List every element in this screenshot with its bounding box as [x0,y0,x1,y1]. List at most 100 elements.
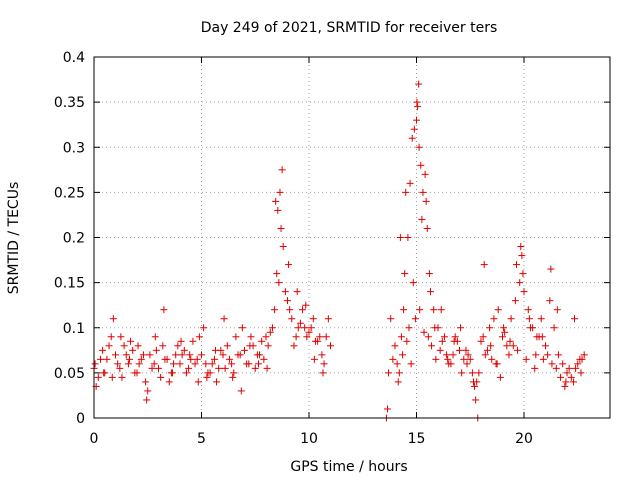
data-point [414,103,422,111]
data-point [316,333,324,341]
data-point [303,333,311,341]
data-point [96,355,104,363]
data-point [505,351,513,359]
y-tick-label: 0.35 [54,95,85,111]
data-point [572,364,580,372]
data-point [301,324,309,332]
data-point [519,270,527,278]
data-point [418,215,426,223]
data-point [538,333,546,341]
data-point [305,328,313,336]
data-point [413,98,421,106]
data-point [161,355,169,363]
data-point [481,351,489,359]
data-point [531,364,539,372]
data-point [437,306,445,314]
data-point [198,351,205,359]
data-point [322,333,330,341]
axis-ticks: 0 0.05 0.1 0.15 0.2 0.25 0.3 0.35 0.4 0 5 10 15 20 [54,50,610,447]
data-point [500,324,508,332]
y-tick-label: 0.15 [54,276,85,292]
data-point [567,373,575,381]
data-point [468,369,476,377]
data-point [526,324,534,332]
data-point [431,324,439,332]
data-point [501,328,509,336]
data-point [406,179,414,187]
data-point [273,270,281,278]
data-point [262,333,270,341]
data-point [254,360,262,368]
data-point [200,324,208,332]
data-point [507,315,515,323]
data-point [416,306,424,314]
data-point [168,369,176,377]
data-point [417,161,425,169]
y-tick-label: 0.2 [63,231,85,247]
data-point [544,351,552,359]
data-point [327,342,334,350]
data-point [548,360,556,368]
data-point [413,116,420,124]
data-point [409,279,417,287]
data-point [124,360,132,368]
data-point [208,360,216,368]
data-point [211,346,219,354]
data-point [554,351,562,359]
y-axis-label: SRMTID / TECUs [6,182,22,295]
data-point [131,369,139,377]
data-point [411,315,419,323]
chart-title: Day 249 of 2021, SRMTID for receiver ter… [201,20,498,36]
data-point [159,342,167,350]
data-point [396,234,404,241]
data-point [180,346,188,354]
data-point [194,378,202,386]
data-point [401,270,409,278]
data-point [469,378,477,386]
data-point [432,355,440,363]
data-point [94,373,102,381]
data-point [561,382,569,390]
data-point [509,342,517,350]
data-point [577,369,585,377]
data-point [157,373,165,381]
data-point [278,166,286,174]
data-point [272,197,280,205]
data-point [139,351,147,359]
data-point [458,369,466,377]
data-point [116,364,124,372]
data-point [187,355,195,363]
data-point [425,270,433,278]
x-tick-label: 5 [197,431,206,447]
data-point [424,333,432,341]
data-point [99,346,107,354]
data-point [134,342,142,350]
data-point [562,378,570,386]
data-point [290,342,298,350]
data-point [503,342,511,350]
data-point [539,355,547,363]
data-point [324,315,332,323]
data-point [525,315,533,323]
data-point [421,170,429,178]
data-point [415,143,423,151]
data-point [191,360,199,368]
data-point [547,265,555,273]
data-point [279,243,287,251]
data-point [100,369,108,377]
data-point [537,315,545,323]
data-point [122,351,130,359]
data-point [546,297,554,305]
data-point [281,288,289,296]
data-point [553,306,561,314]
data-points [90,80,588,422]
data-point [449,351,457,359]
data-point [107,333,115,341]
data-point [247,333,255,341]
data-point [580,351,588,359]
data-point [518,252,526,260]
data-point [129,346,137,354]
x-axis-label: GPS time / hours [290,459,407,475]
data-point [112,351,119,359]
